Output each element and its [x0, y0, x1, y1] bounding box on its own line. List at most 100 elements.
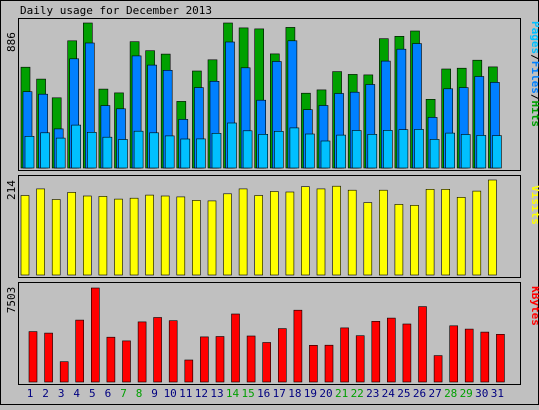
hits-panel-max-label: 886	[5, 32, 18, 52]
kbytes-bar	[324, 344, 334, 383]
pages-bar	[429, 139, 440, 169]
day-label: 18	[288, 387, 301, 400]
visits-bar	[332, 185, 341, 276]
day-label: 4	[73, 387, 80, 400]
visits-bar	[425, 189, 435, 276]
pages-bar	[149, 132, 159, 169]
pages-bar	[118, 139, 128, 169]
chart-title: Daily usage for December 2013	[20, 4, 212, 17]
visits-bar	[441, 189, 451, 276]
pages-bar	[382, 130, 393, 169]
kbytes-bar	[355, 335, 365, 383]
legend-hits: Hits	[529, 101, 539, 128]
pages-bar	[305, 133, 315, 169]
pages-bar	[289, 127, 300, 169]
kbytes-bar	[28, 331, 38, 383]
pages-bar	[398, 129, 409, 169]
visits-bar	[20, 195, 30, 276]
pages-bar	[133, 130, 144, 169]
day-label: 14	[226, 387, 240, 400]
kbytes-bar	[386, 317, 396, 383]
visits-bar	[269, 191, 279, 276]
visits-bar	[347, 189, 357, 276]
day-label: 19	[304, 387, 317, 400]
kbytes-bar	[464, 328, 474, 383]
visits-bar	[394, 204, 404, 276]
visits-bar	[472, 190, 482, 276]
visits-bar	[160, 195, 170, 276]
pages-bar	[24, 136, 35, 169]
kbytes-bar	[340, 327, 349, 383]
day-label: 28	[444, 387, 457, 400]
pages-bar	[40, 132, 50, 169]
visits-bar	[410, 205, 419, 276]
kbytes-bar	[262, 342, 272, 383]
visits-panel-max-label: 214	[5, 180, 18, 200]
day-label: 8	[136, 387, 143, 400]
legend-files: Files	[529, 61, 539, 94]
visits-bar	[207, 200, 217, 276]
day-label: 25	[397, 387, 410, 400]
day-label: 16	[257, 387, 270, 400]
legend-kbytes: KBytes	[529, 286, 539, 326]
legend-pages: Pages	[529, 21, 539, 54]
pages-bar	[492, 135, 502, 169]
pages-bar	[320, 140, 331, 169]
pages-bar	[445, 132, 456, 169]
day-label: 10	[164, 387, 177, 400]
visits-bar	[238, 188, 248, 276]
day-label: 3	[58, 387, 65, 400]
kbytes-bar	[293, 309, 303, 383]
legend-sep-2: /	[529, 94, 539, 101]
day-label: 15	[241, 387, 254, 400]
pages-bar	[414, 129, 424, 169]
day-label: 24	[382, 387, 396, 400]
day-label: 7	[120, 387, 127, 400]
kbytes-bar	[418, 306, 427, 383]
kbytes-bar	[91, 287, 100, 383]
kbytes-bar	[402, 323, 412, 383]
kbytes-bar	[200, 336, 209, 383]
day-label: 11	[179, 387, 192, 400]
day-label: 12	[195, 387, 208, 400]
pages-bar	[102, 136, 113, 169]
kbytes-bar	[231, 313, 240, 383]
day-label: 22	[351, 387, 364, 400]
hits-bars	[20, 22, 502, 169]
pages-bar	[273, 131, 284, 169]
day-label: 13	[210, 387, 223, 400]
day-label: 1	[27, 387, 34, 400]
visits-bar	[51, 199, 61, 276]
visits-bar	[83, 195, 92, 276]
kbytes-bar	[215, 336, 225, 383]
visits-bar	[378, 189, 388, 276]
day-label: 2	[42, 387, 49, 400]
kbytes-bar	[44, 332, 53, 383]
kbytes-bar	[480, 331, 490, 383]
kbytes-bars	[28, 287, 505, 383]
pages-bar	[258, 134, 269, 169]
day-label: 17	[273, 387, 286, 400]
visits-bar	[285, 191, 295, 276]
visits-bar	[488, 179, 497, 276]
kbytes-bar	[371, 320, 381, 383]
legend-visits: Visits	[529, 185, 539, 225]
pages-bar	[55, 137, 66, 169]
pages-bar	[367, 134, 378, 169]
visits-bar	[192, 200, 201, 276]
pages-bar	[164, 135, 175, 169]
visits-bar	[98, 196, 108, 276]
day-label: 20	[319, 387, 332, 400]
kbytes-bar	[122, 340, 131, 383]
kbytes-bar	[75, 319, 84, 383]
visits-bar	[176, 196, 186, 276]
kbytes-bar	[277, 328, 287, 383]
visits-bar	[114, 198, 123, 276]
day-labels: 1 2 3 4 5 6 7 8 9 10 11 12 13 14 15 16 17 18 19 20 21 22 23 24 2…	[27, 387, 504, 400]
day-label: 21	[335, 387, 348, 400]
visits-bar	[301, 186, 310, 276]
visits-bars	[20, 179, 497, 276]
pages-bar	[180, 138, 191, 169]
day-label: 26	[413, 387, 426, 400]
